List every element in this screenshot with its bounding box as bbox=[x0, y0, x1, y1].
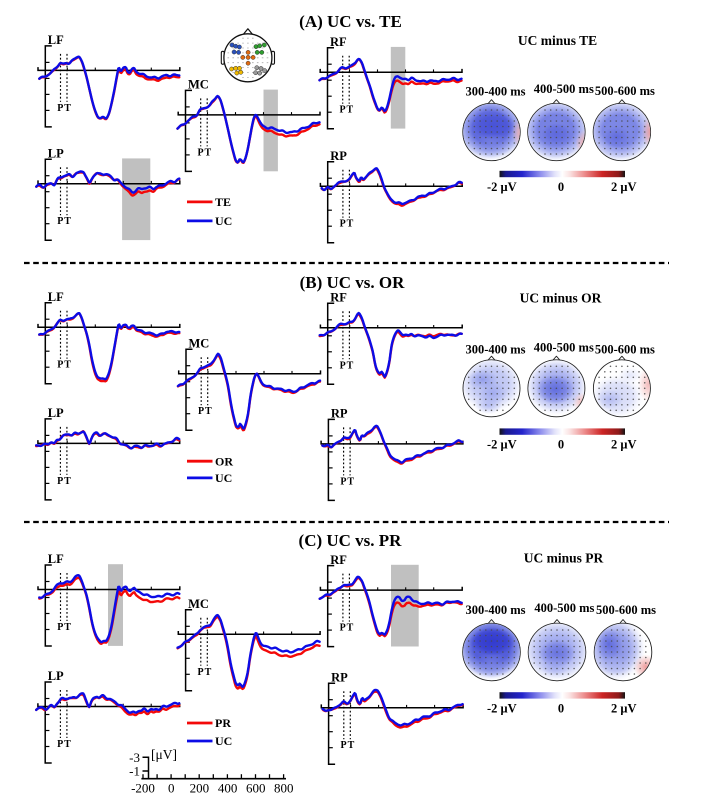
svg-text:P: P bbox=[340, 360, 346, 371]
svg-text:T: T bbox=[64, 622, 71, 633]
svg-text:(C) UC vs. PR: (C) UC vs. PR bbox=[299, 531, 403, 550]
svg-text:UC minus TE: UC minus TE bbox=[518, 33, 597, 48]
svg-text:RP: RP bbox=[331, 407, 348, 421]
svg-text:RF: RF bbox=[330, 291, 347, 305]
svg-text:T: T bbox=[64, 739, 71, 750]
svg-text:500-600 ms: 500-600 ms bbox=[595, 84, 655, 98]
svg-text:400-500 ms: 400-500 ms bbox=[534, 601, 594, 615]
svg-text:P: P bbox=[339, 105, 345, 116]
svg-text:P: P bbox=[341, 740, 347, 751]
svg-text:UC: UC bbox=[215, 214, 232, 228]
svg-text:P: P bbox=[57, 360, 63, 371]
svg-text:UC: UC bbox=[215, 471, 232, 485]
svg-text:-3: -3 bbox=[129, 750, 140, 765]
svg-text:(B) UC vs. OR: (B) UC vs. OR bbox=[300, 273, 406, 292]
svg-text:LP: LP bbox=[48, 406, 64, 420]
svg-text:LP: LP bbox=[48, 669, 64, 683]
svg-text:LP: LP bbox=[48, 146, 64, 160]
svg-text:800: 800 bbox=[274, 781, 294, 796]
svg-text:-2 μV: -2 μV bbox=[487, 438, 517, 452]
svg-text:T: T bbox=[205, 667, 212, 678]
svg-text:T: T bbox=[347, 476, 354, 487]
svg-text:300-400 ms: 300-400 ms bbox=[465, 85, 525, 99]
svg-text:300-400 ms: 300-400 ms bbox=[465, 343, 525, 357]
svg-text:UC minus OR: UC minus OR bbox=[520, 291, 602, 306]
svg-text:P: P bbox=[57, 103, 63, 114]
svg-text:0: 0 bbox=[558, 438, 564, 452]
svg-text:MC: MC bbox=[188, 78, 209, 92]
svg-text:T: T bbox=[346, 105, 353, 116]
svg-text:UC minus PR: UC minus PR bbox=[524, 551, 604, 566]
svg-text:500-600 ms: 500-600 ms bbox=[596, 603, 656, 617]
svg-text:P: P bbox=[57, 739, 63, 750]
svg-text:MC: MC bbox=[189, 336, 210, 350]
svg-text:T: T bbox=[347, 360, 354, 371]
svg-text:-2 μV: -2 μV bbox=[487, 702, 517, 716]
svg-text:RP: RP bbox=[330, 149, 347, 163]
svg-text:T: T bbox=[347, 219, 354, 230]
svg-text:RF: RF bbox=[330, 553, 347, 567]
svg-text:P: P bbox=[57, 622, 63, 633]
svg-text:T: T bbox=[64, 476, 71, 487]
svg-text:T: T bbox=[204, 147, 211, 158]
svg-text:T: T bbox=[64, 103, 71, 114]
svg-text:RP: RP bbox=[331, 670, 348, 684]
svg-text:(A) UC vs. TE: (A) UC vs. TE bbox=[299, 12, 402, 31]
svg-text:P: P bbox=[340, 623, 346, 634]
svg-text:-1: -1 bbox=[129, 764, 140, 779]
svg-text:LF: LF bbox=[48, 552, 64, 566]
svg-text:-200: -200 bbox=[131, 781, 155, 796]
svg-text:OR: OR bbox=[215, 454, 233, 468]
svg-text:T: T bbox=[348, 740, 355, 751]
svg-text:400-500 ms: 400-500 ms bbox=[534, 341, 594, 355]
svg-text:400-500 ms: 400-500 ms bbox=[534, 82, 594, 96]
svg-text:LF: LF bbox=[48, 290, 64, 304]
svg-text:P: P bbox=[57, 216, 63, 227]
svg-text:600: 600 bbox=[246, 781, 266, 796]
svg-text:P: P bbox=[340, 219, 346, 230]
svg-text:P: P bbox=[197, 147, 203, 158]
svg-text:P: P bbox=[340, 476, 346, 487]
svg-text:200: 200 bbox=[190, 781, 210, 796]
svg-text:T: T bbox=[347, 623, 354, 634]
svg-text:T: T bbox=[205, 406, 212, 417]
svg-text:RF: RF bbox=[330, 35, 347, 49]
svg-text:PR: PR bbox=[215, 716, 231, 730]
svg-text:UC: UC bbox=[215, 734, 232, 748]
svg-text:500-600 ms: 500-600 ms bbox=[595, 343, 655, 357]
svg-text:TE: TE bbox=[215, 195, 231, 209]
svg-text:P: P bbox=[57, 476, 63, 487]
svg-text:400: 400 bbox=[218, 781, 238, 796]
svg-text:2 μV: 2 μV bbox=[611, 180, 637, 194]
svg-text:T: T bbox=[64, 360, 71, 371]
svg-text:P: P bbox=[198, 667, 204, 678]
svg-text:0: 0 bbox=[168, 781, 175, 796]
svg-text:-2 μV: -2 μV bbox=[487, 180, 517, 194]
svg-text:T: T bbox=[64, 216, 71, 227]
svg-text:2 μV: 2 μV bbox=[611, 702, 637, 716]
svg-text:[μV]: [μV] bbox=[151, 747, 177, 762]
svg-text:P: P bbox=[198, 406, 204, 417]
svg-text:0: 0 bbox=[558, 180, 564, 194]
svg-text:MC: MC bbox=[188, 597, 209, 611]
svg-text:2 μV: 2 μV bbox=[611, 438, 637, 452]
svg-text:300-400 ms: 300-400 ms bbox=[465, 603, 525, 617]
svg-text:0: 0 bbox=[558, 702, 564, 716]
svg-text:LF: LF bbox=[48, 33, 64, 47]
